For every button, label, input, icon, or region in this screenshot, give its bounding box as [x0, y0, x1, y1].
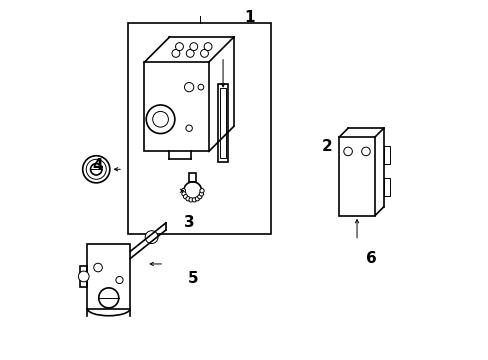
Bar: [217, 84, 228, 162]
Bar: [128, 23, 271, 234]
Circle shape: [145, 231, 158, 244]
Bar: [87, 244, 130, 309]
Text: 6: 6: [365, 251, 376, 266]
Circle shape: [200, 49, 208, 57]
Text: 4: 4: [93, 158, 103, 173]
Circle shape: [181, 189, 185, 193]
Circle shape: [188, 198, 193, 202]
Circle shape: [185, 197, 190, 201]
Circle shape: [186, 49, 194, 57]
Text: 5: 5: [187, 271, 198, 286]
Circle shape: [86, 159, 106, 179]
Circle shape: [99, 288, 119, 308]
Circle shape: [361, 147, 369, 156]
Circle shape: [189, 43, 197, 50]
Circle shape: [203, 43, 212, 50]
Circle shape: [146, 105, 175, 134]
Text: 2: 2: [321, 139, 331, 154]
Bar: [383, 178, 389, 196]
Circle shape: [82, 156, 110, 183]
Bar: [339, 137, 374, 216]
Circle shape: [94, 263, 102, 272]
Text: 1: 1: [244, 10, 255, 25]
Circle shape: [182, 192, 186, 196]
Circle shape: [195, 197, 199, 201]
Circle shape: [175, 43, 183, 50]
Circle shape: [172, 49, 180, 57]
Bar: [80, 266, 87, 287]
Bar: [189, 173, 196, 182]
Circle shape: [200, 189, 203, 193]
Circle shape: [198, 84, 203, 90]
Circle shape: [199, 192, 203, 196]
Circle shape: [183, 194, 187, 199]
Circle shape: [184, 82, 193, 92]
Circle shape: [192, 198, 196, 202]
Bar: [144, 62, 208, 152]
Bar: [383, 146, 389, 164]
Circle shape: [116, 276, 123, 284]
Circle shape: [343, 147, 352, 156]
Circle shape: [78, 271, 89, 282]
Bar: [220, 88, 225, 158]
Circle shape: [185, 125, 192, 131]
Circle shape: [197, 194, 202, 199]
Circle shape: [152, 111, 168, 127]
Circle shape: [90, 163, 102, 175]
Circle shape: [183, 182, 201, 200]
Text: 3: 3: [183, 215, 194, 230]
